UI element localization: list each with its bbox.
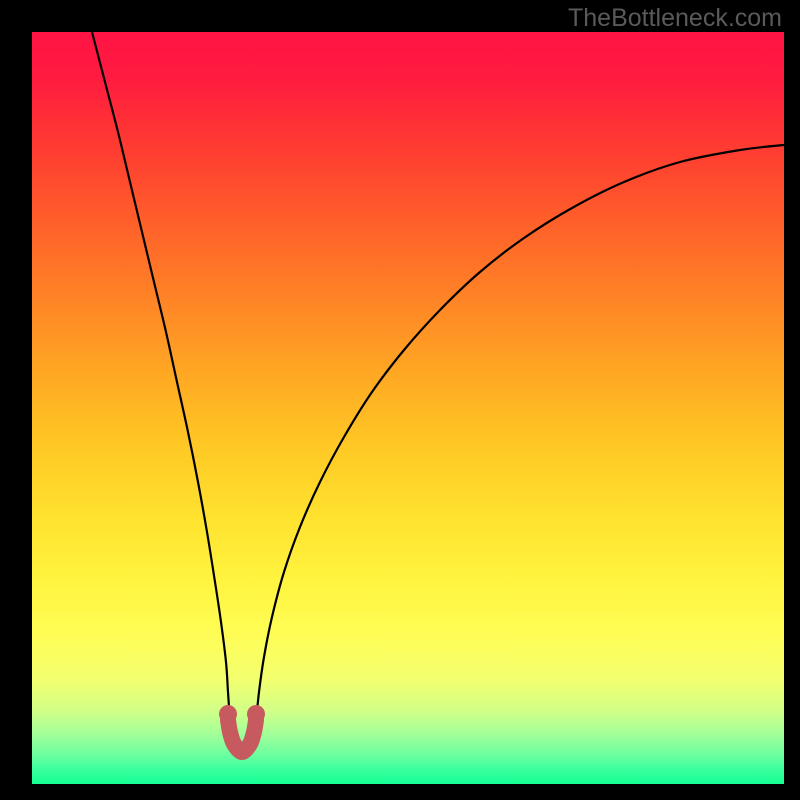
curve-left [92, 32, 230, 722]
curve-right [256, 145, 784, 722]
valley-dot [247, 705, 265, 723]
chart-container: TheBottleneck.com [0, 0, 800, 800]
plot-area [32, 32, 784, 784]
valley-dot [219, 705, 237, 723]
valley-marker [219, 705, 265, 752]
curves-layer [32, 32, 784, 784]
watermark-text: TheBottleneck.com [568, 4, 782, 33]
